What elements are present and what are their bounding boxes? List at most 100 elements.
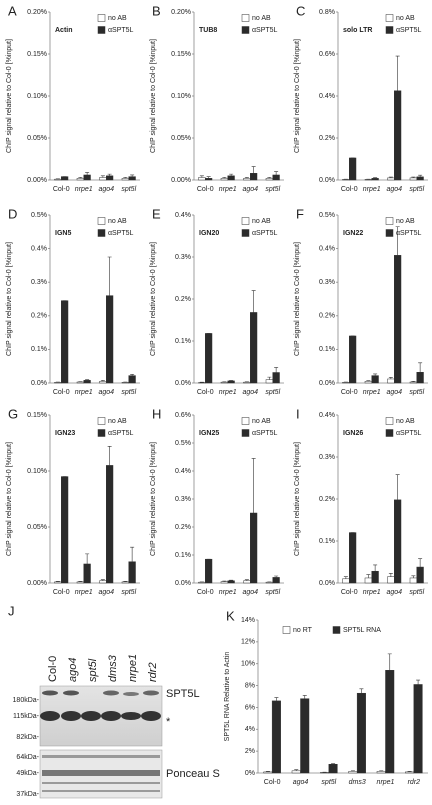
bar [129, 376, 136, 383]
chart-title: IGN26 [343, 430, 363, 437]
y-tick-label: 0.0% [319, 380, 335, 387]
bar [410, 382, 417, 383]
panel-letter: F [296, 206, 304, 221]
bar [410, 578, 417, 583]
bar [394, 255, 401, 383]
error-bar [274, 367, 278, 372]
chart-panel: I0.0%0.1%0.2%0.3%0.4%ChIP signal relativ… [294, 406, 428, 595]
y-tick-label: 0.0% [175, 380, 191, 387]
lane-label: spt5l [87, 658, 99, 682]
legend-swatch [333, 627, 340, 634]
error-bar [389, 573, 393, 576]
bar [199, 177, 206, 180]
y-tick-label: 0.05% [27, 524, 47, 531]
x-tick-label: ago4 [242, 589, 258, 596]
y-tick-label: 0.2% [319, 135, 335, 142]
bar [100, 581, 107, 583]
y-tick-label: 0.8% [319, 9, 335, 16]
error-bar [396, 56, 400, 91]
x-tick-label: nrpe1 [75, 186, 93, 193]
y-tick-label: 0.10% [27, 93, 47, 100]
y-tick-label: 0.0% [319, 177, 335, 184]
bar [250, 173, 257, 180]
y-tick-label: 0.15% [171, 51, 191, 58]
bar [386, 670, 395, 773]
y-tick-label: 0.20% [27, 9, 47, 16]
y-tick-label: 0.6% [319, 51, 335, 58]
bar [292, 771, 301, 773]
y-tick-label: 0.1% [175, 552, 191, 559]
legend-swatch [242, 430, 249, 437]
bar [349, 336, 356, 383]
legend-label: no AB [108, 418, 127, 425]
y-tick-label: 0.05% [171, 135, 191, 142]
legend-swatch [386, 230, 393, 237]
y-axis-label: ChIP signal relative to Col-0 [%input] [150, 242, 157, 356]
bar [372, 376, 379, 383]
error-bar [396, 475, 400, 500]
legend-swatch [242, 27, 249, 34]
lane-label: dms3 [107, 654, 119, 682]
legend-label: no AB [396, 15, 415, 22]
bar [343, 179, 350, 180]
y-tick-label: 0.2% [31, 313, 47, 320]
y-tick-label: 0.2% [175, 524, 191, 531]
x-tick-label: ago4 [98, 186, 114, 193]
legend-label: no AB [396, 218, 415, 225]
bar [273, 577, 280, 583]
chart-panel: B0.00%0.05%0.10%0.15%0.20%ChIP signal re… [150, 3, 284, 192]
error-bar [418, 175, 422, 177]
x-tick-label: Col-0 [197, 389, 214, 396]
marker-label: 180kDa- [13, 697, 40, 704]
error-bar [274, 698, 278, 701]
y-tick-label: 0.10% [171, 93, 191, 100]
bar [417, 372, 424, 383]
y-tick-label: 0.5% [31, 212, 47, 219]
y-axis-label: ChIP signal relative to Col-0 [%input] [150, 39, 157, 153]
bar [129, 177, 136, 180]
legend-label: no AB [252, 418, 271, 425]
x-tick-label: nrpe1 [363, 389, 381, 396]
y-tick-label: 0.00% [27, 177, 47, 184]
error-bar [418, 363, 422, 372]
y-tick-label: 0.15% [27, 51, 47, 58]
y-tick-label: 0.5% [319, 212, 335, 219]
error-bar [229, 174, 233, 176]
chart-panel: C0.0%0.2%0.4%0.6%0.8%ChIP signal relativ… [294, 3, 428, 192]
x-tick-label: ago4 [242, 186, 258, 193]
error-bar [85, 554, 89, 564]
bar [244, 581, 251, 583]
y-tick-label: 4% [245, 726, 255, 733]
x-tick-label: spt5l [121, 186, 136, 193]
error-bar [418, 559, 422, 567]
bar [329, 764, 338, 773]
error-bar [373, 565, 377, 571]
bar [365, 179, 372, 180]
error-bar [366, 575, 370, 578]
bar [122, 382, 129, 383]
error-bar [359, 689, 363, 693]
bar [349, 158, 356, 180]
legend-label: αSPT5L [252, 27, 278, 34]
panel-letter: I [296, 406, 300, 421]
legend-label: αSPT5L [396, 27, 422, 34]
x-tick-label: nrpe1 [219, 389, 237, 396]
panel-letter: E [152, 206, 161, 221]
chart-panel: H0.0%0.1%0.2%0.3%0.4%0.5%0.6%ChIP signal… [150, 406, 284, 595]
y-tick-label: 0.4% [319, 245, 335, 252]
error-bar [101, 176, 105, 178]
y-tick-label: 0.6% [175, 412, 191, 419]
band-star: * [166, 716, 171, 728]
legend-swatch [242, 418, 249, 425]
legend-label: αSPT5L [108, 230, 134, 237]
x-tick-label: nrpe1 [219, 589, 237, 596]
panel-letter: G [8, 406, 18, 421]
bar [129, 562, 136, 583]
marker-label: 82kDa- [16, 734, 39, 741]
x-tick-label: rdr2 [408, 779, 421, 786]
y-tick-label: 0.1% [175, 338, 191, 345]
bar [244, 382, 251, 383]
bar [388, 577, 395, 583]
legend-label: αSPT5L [396, 430, 422, 437]
error-bar [252, 167, 256, 174]
